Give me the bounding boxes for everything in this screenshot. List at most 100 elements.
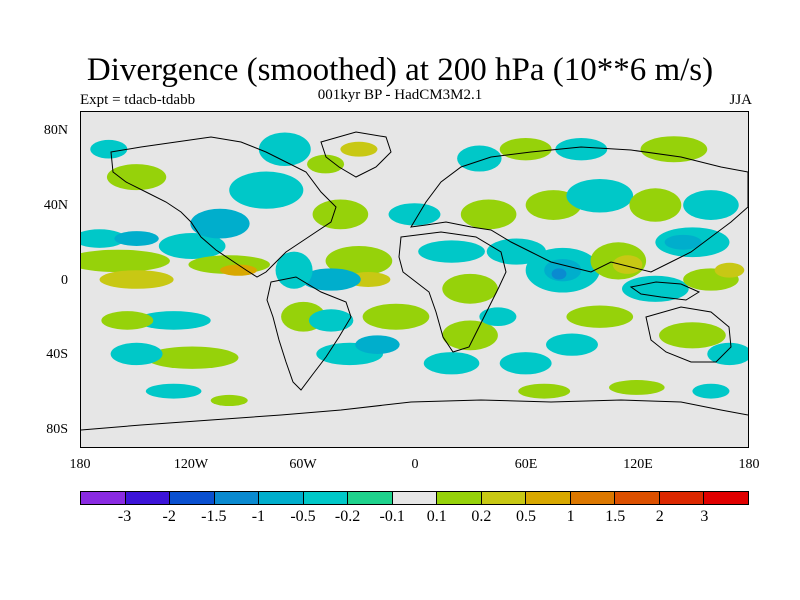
lon-label-0: 0 <box>411 457 419 472</box>
colorbar-swatch <box>437 492 482 504</box>
divergence-contour <box>546 333 598 356</box>
colorbar-swatch <box>570 492 616 504</box>
divergence-contour <box>629 188 682 222</box>
greenland-coast <box>320 131 392 178</box>
lon-label-120e: 120E <box>623 457 653 472</box>
season-label: JJA <box>729 92 752 108</box>
divergence-contour <box>158 232 226 260</box>
divergence-contour <box>325 246 393 276</box>
colorbar-label: -0.2 <box>334 508 361 525</box>
colorbar-label: -1.5 <box>201 508 227 525</box>
divergence-map <box>81 131 748 431</box>
lat-label-0: 0 <box>61 273 68 288</box>
colorbar-label: -1 <box>251 508 266 525</box>
colorbar-swatch <box>615 492 660 504</box>
divergence-contour <box>555 138 608 161</box>
lat-label-80s: 80S <box>46 422 68 437</box>
lon-label-180e: 180 <box>738 457 760 472</box>
divergence-contour <box>442 320 498 351</box>
divergence-contour <box>258 132 311 166</box>
divergence-contour <box>551 268 567 280</box>
divergence-contour <box>388 203 441 226</box>
divergence-contour <box>210 394 248 407</box>
divergence-contour <box>362 303 430 330</box>
antarctica-coast <box>81 399 748 431</box>
divergence-contours <box>81 132 748 407</box>
eurasia-coast <box>410 146 748 273</box>
divergence-contour <box>683 190 739 220</box>
lon-label-120w: 120W <box>173 457 209 472</box>
colorbar-swatch <box>659 492 705 504</box>
lon-label-180w: 180 <box>69 457 91 472</box>
chart-title: Divergence (smoothed) at 200 hPa (10**6 … <box>86 52 714 88</box>
australia-coast <box>645 306 732 363</box>
lat-label-80n: 80N <box>43 123 68 138</box>
colorbar-label: 0.1 <box>426 508 447 525</box>
lat-label-40s: 40S <box>46 347 68 362</box>
divergence-contour <box>612 255 643 274</box>
divergence-contour <box>442 273 498 304</box>
divergence-contour <box>81 229 126 248</box>
colorbar-label: 2 <box>655 508 664 525</box>
divergence-contour <box>499 138 552 161</box>
divergence-contour <box>659 322 726 349</box>
maritime-continent-coast <box>629 281 701 301</box>
divergence-contour <box>136 311 211 330</box>
divergence-contour <box>308 309 354 332</box>
colorbar-label: 1.5 <box>605 508 626 525</box>
colorbar-label: 0.2 <box>471 508 492 525</box>
divergence-contour <box>145 346 239 369</box>
divergence-contour <box>101 311 154 330</box>
divergence-contour <box>301 268 361 291</box>
colorbar-label: -3 <box>117 508 132 525</box>
divergence-contour <box>566 179 634 213</box>
colorbar-swatch <box>259 492 304 504</box>
divergence-contour <box>692 383 730 399</box>
divergence-contour <box>312 199 369 230</box>
colorbar-label: 1 <box>566 508 575 525</box>
divergence-contour <box>640 136 708 163</box>
colorbar-swatch <box>81 492 126 504</box>
colorbar-label: 0.5 <box>516 508 536 525</box>
colorbar-swatch <box>704 492 748 504</box>
colorbar <box>80 491 749 505</box>
lon-label-60w: 60W <box>289 457 317 472</box>
divergence-contour <box>418 240 485 263</box>
map-panel <box>80 111 749 448</box>
divergence-contour <box>355 335 400 354</box>
divergence-contour <box>609 380 665 395</box>
colorbar-label: -0.1 <box>379 508 405 525</box>
colorbar-swatch <box>348 492 393 504</box>
divergence-contour <box>622 275 689 302</box>
divergence-contour <box>106 164 167 191</box>
divergence-contour <box>460 199 517 230</box>
chart-subtitle: 001kyr BP - HadCM3M2.1 <box>317 87 483 103</box>
divergence-contour <box>457 145 502 172</box>
north-america-coast <box>110 136 337 278</box>
divergence-contour <box>99 270 174 289</box>
divergence-contour <box>340 141 378 157</box>
divergence-contour <box>229 171 304 209</box>
divergence-contour <box>566 305 634 328</box>
divergence-contour <box>486 238 547 265</box>
divergence-contour <box>714 262 745 278</box>
colorbar-swatch <box>125 492 171 504</box>
colorbar-swatch <box>214 492 260 504</box>
divergence-contour <box>307 154 345 174</box>
divergence-contour <box>423 352 480 375</box>
divergence-contour <box>518 383 571 399</box>
divergence-contour <box>81 249 170 273</box>
divergence-contour <box>219 264 258 276</box>
divergence-contour <box>664 234 702 250</box>
colorbar-swatch <box>303 492 349 504</box>
colorbar-swatch <box>526 492 571 504</box>
experiment-label: Expt = tdacb-tdabb <box>80 92 196 108</box>
africa-coast <box>398 231 507 353</box>
colorbar-swatch <box>392 492 438 504</box>
divergence-contour <box>110 342 163 366</box>
lon-label-60e: 60E <box>514 457 538 472</box>
divergence-contour <box>499 352 552 375</box>
divergence-contour <box>145 383 202 399</box>
coastlines <box>81 131 748 431</box>
divergence-contour <box>479 307 517 327</box>
